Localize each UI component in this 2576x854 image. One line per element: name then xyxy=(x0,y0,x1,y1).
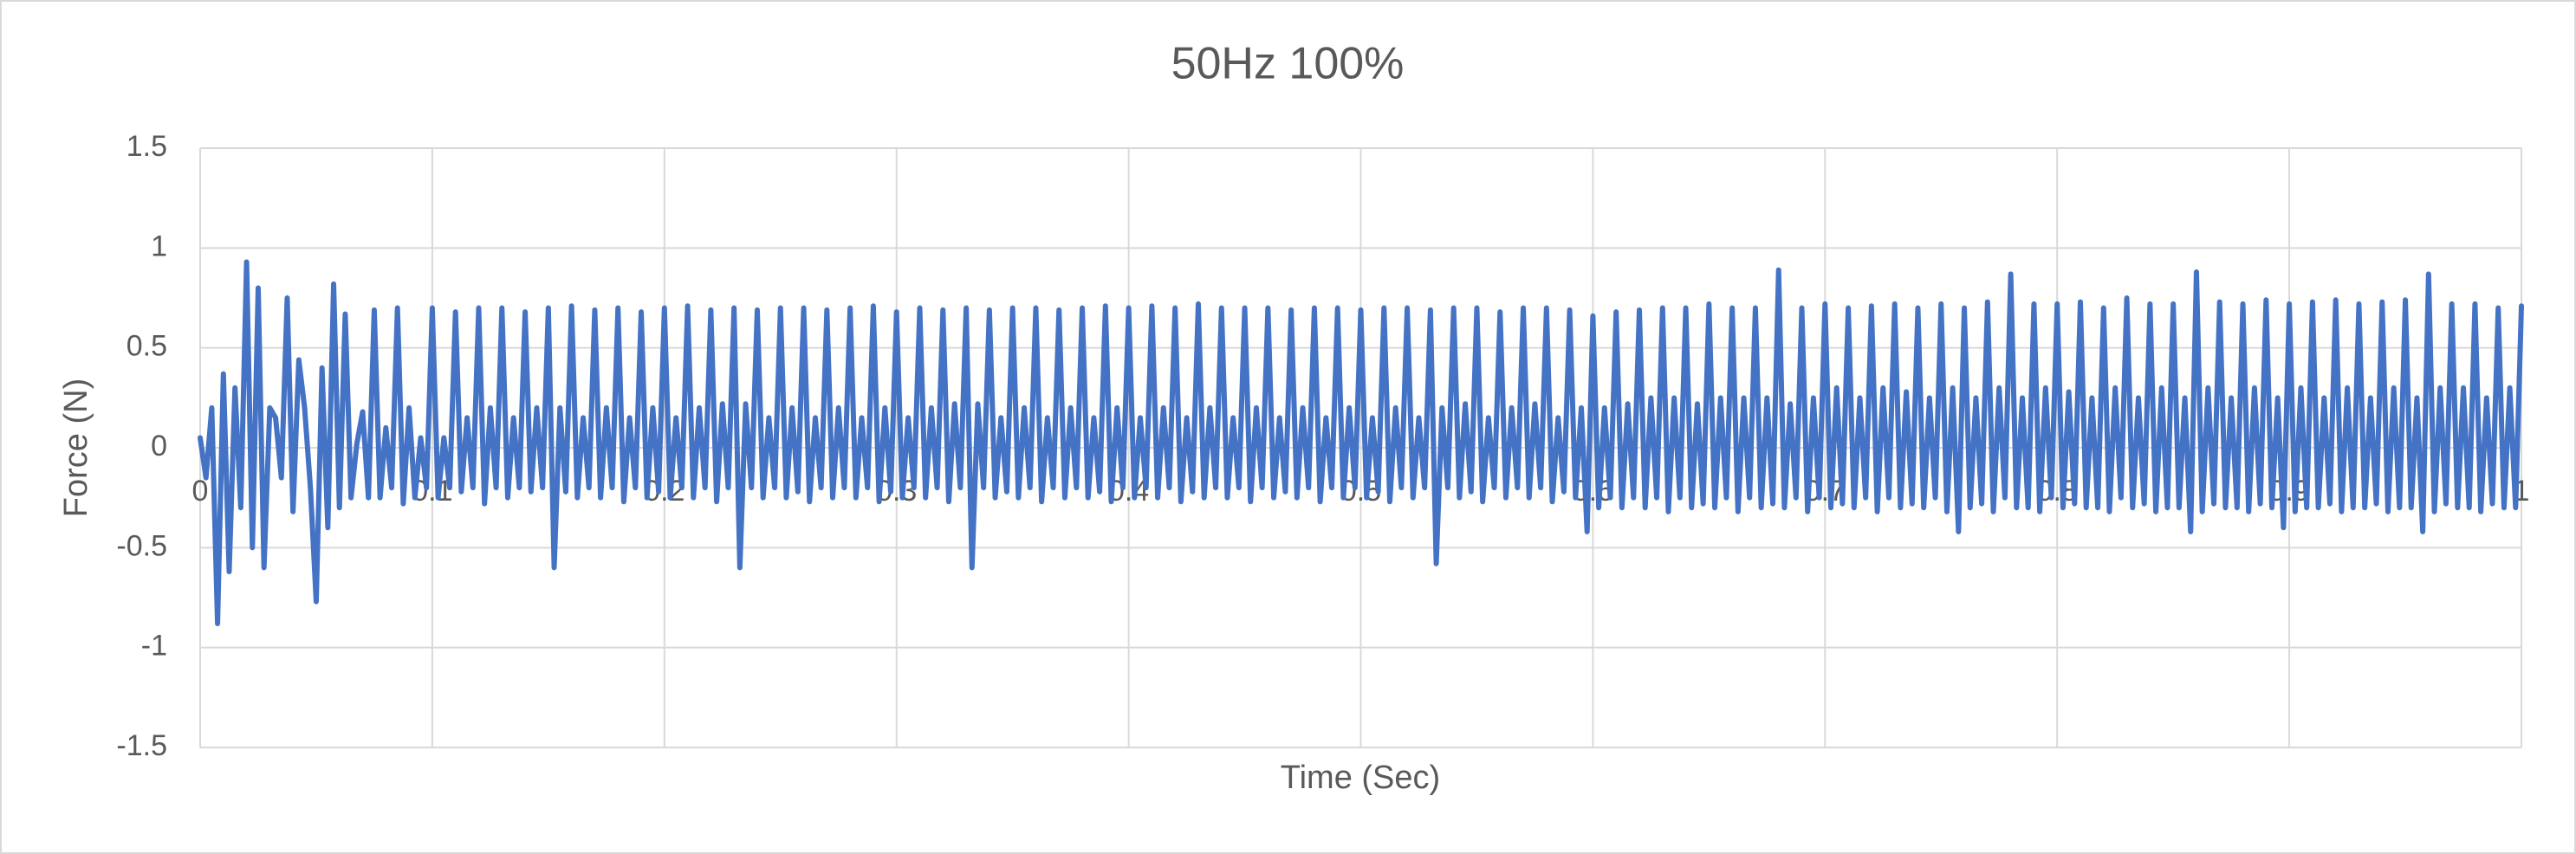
y-axis-title: Force (N) xyxy=(58,378,94,517)
x-axis-title: Time (Sec) xyxy=(1281,760,1440,796)
data-line xyxy=(198,259,2524,626)
x-tick-label: 0.5 xyxy=(1340,475,1381,508)
y-tick-label: 1.5 xyxy=(127,130,167,163)
chart-title: 50Hz 100% xyxy=(1171,39,1405,89)
y-tick-label: -0.5 xyxy=(116,529,167,562)
x-tick-label: 0.6 xyxy=(1573,475,1613,508)
x-tick-label: 0.2 xyxy=(644,475,685,508)
x-tick-label: 0 xyxy=(192,475,209,508)
y-tick-label: 0 xyxy=(151,430,167,463)
y-tick-label: -1 xyxy=(141,630,167,663)
y-tick-label: -1.5 xyxy=(116,729,167,762)
y-tick-label: 0.5 xyxy=(127,330,167,363)
y-tick-label: 1 xyxy=(151,230,167,262)
